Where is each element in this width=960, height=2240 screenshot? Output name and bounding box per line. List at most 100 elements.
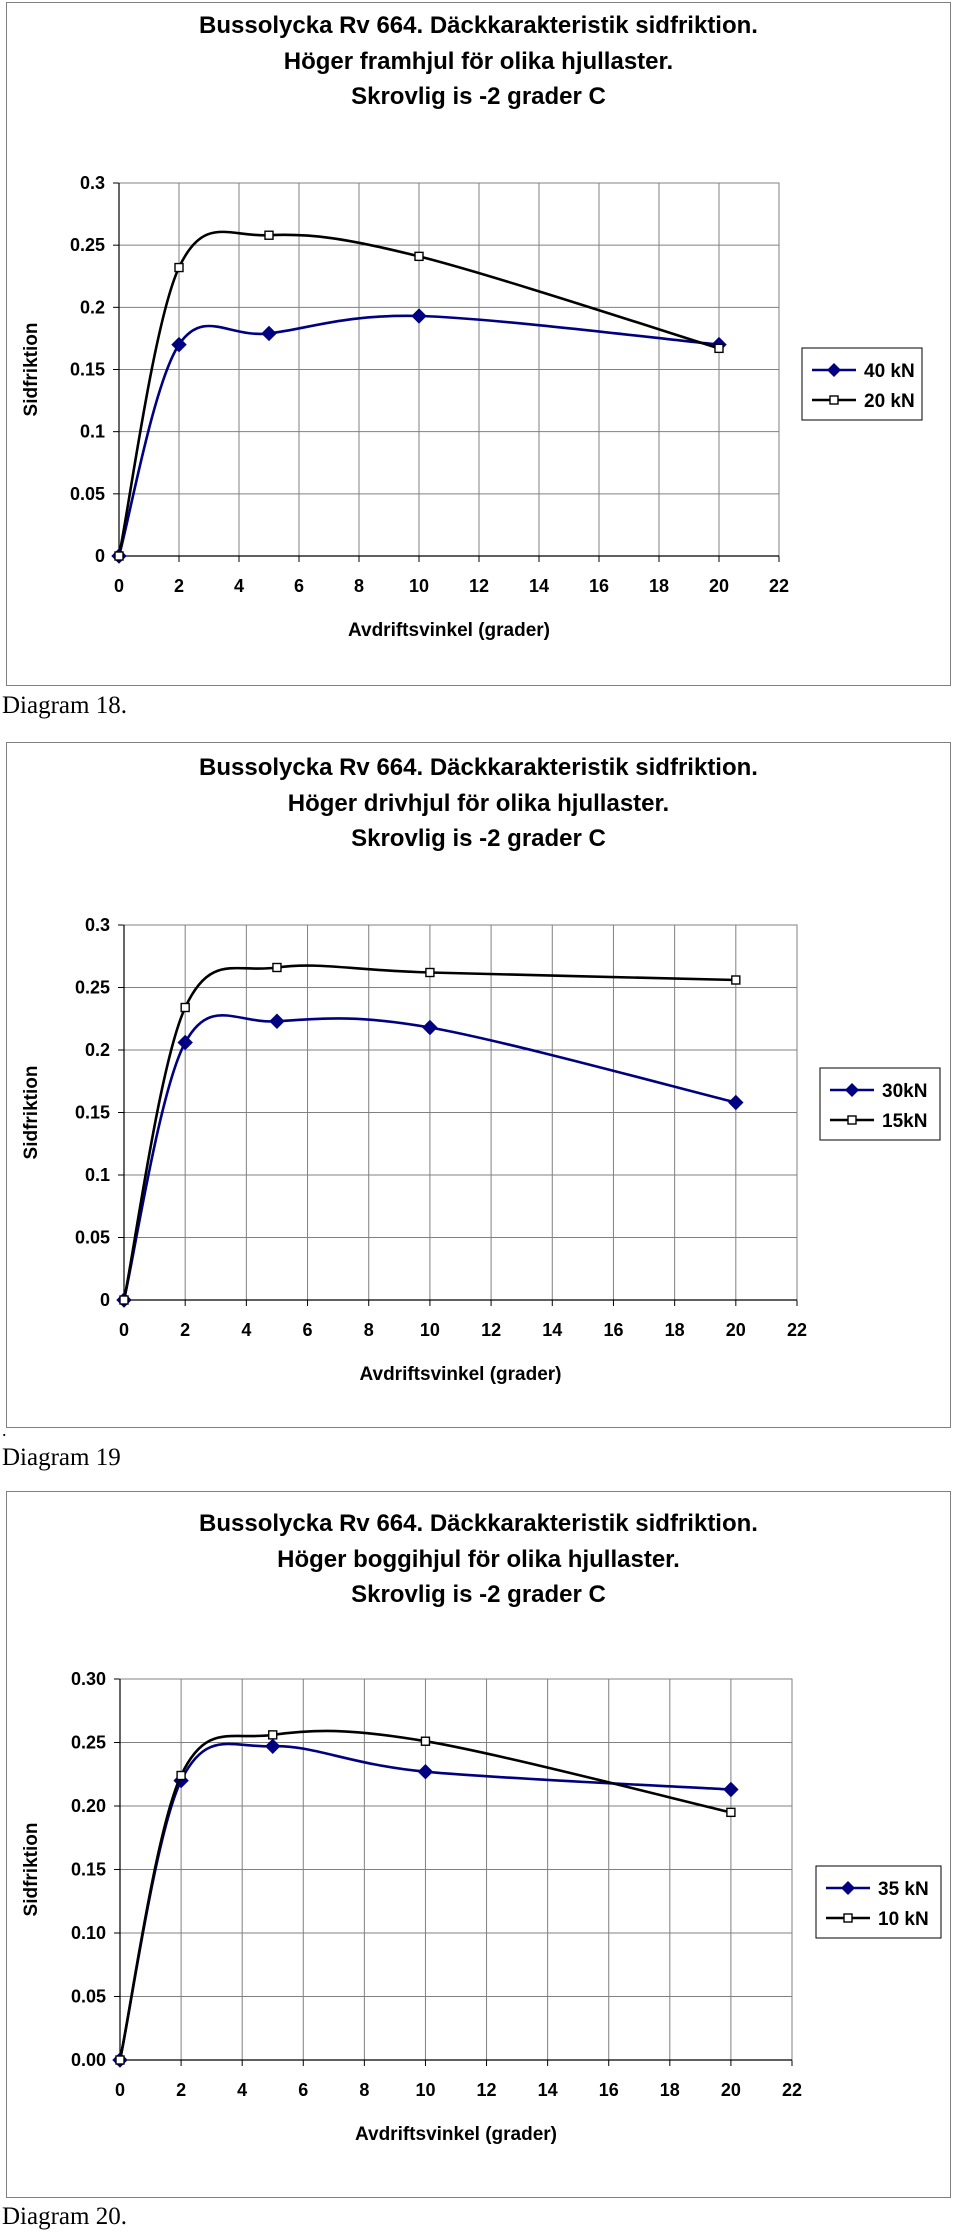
y-tick-label: 0.1 <box>80 422 105 442</box>
x-axis-title: Avdriftsvinkel (grader) <box>348 620 550 641</box>
x-tick-label: 0 <box>114 576 124 596</box>
data-point <box>261 325 277 342</box>
legend: 40 kN 20 kN <box>801 347 923 421</box>
y-tick-label: 0.05 <box>70 484 105 504</box>
data-point <box>726 1807 736 1818</box>
y-tick-label: 0.05 <box>75 1228 110 1248</box>
legend-label: 10 kN <box>878 1909 929 1930</box>
chart-title-line: Höger drivhjul för olika hjullaster. <box>288 790 669 817</box>
data-point <box>174 262 184 273</box>
legend-marker <box>841 1881 855 1895</box>
legend-label: 20 kN <box>864 391 915 412</box>
y-tick-label: 0.3 <box>85 915 110 935</box>
y-tick-label: 0 <box>100 1290 110 1310</box>
y-axis-title: Sidfriktion <box>21 1066 42 1160</box>
x-tick-label: 14 <box>542 1320 562 1340</box>
x-tick-label: 4 <box>237 2080 247 2100</box>
x-tick-label: 2 <box>176 2080 186 2100</box>
chart-frame-2: Bussolycka Rv 664. Däckkarakteristik sid… <box>6 742 951 1428</box>
x-tick-label: 22 <box>769 576 789 596</box>
x-tick-label: 6 <box>298 2080 308 2100</box>
data-point <box>714 343 724 354</box>
chart-3: Bussolycka Rv 664. Däckkarakteristik sid… <box>21 1510 942 2145</box>
data-point <box>422 1019 438 1036</box>
y-tick-label: 0 <box>95 546 105 566</box>
x-tick-label: 20 <box>709 576 729 596</box>
y-axis-title: Sidfriktion <box>21 1823 42 1917</box>
x-axis-title: Avdriftsvinkel (grader) <box>359 1364 561 1385</box>
caption-prefix-mark: . <box>2 1420 7 1440</box>
y-tick-label: 0.25 <box>71 1733 106 1753</box>
chart-title-line: Höger framhjul för olika hjullaster. <box>284 48 673 75</box>
legend-marker <box>829 395 839 405</box>
x-tick-label: 10 <box>409 576 429 596</box>
x-tick-label: 16 <box>589 576 609 596</box>
y-tick-label: 0.10 <box>71 1923 106 1943</box>
y-tick-label: 0.15 <box>75 1103 110 1123</box>
x-tick-label: 0 <box>119 1320 129 1340</box>
x-tick-label: 18 <box>660 2080 680 2100</box>
y-tick-label: 0.25 <box>70 235 105 255</box>
x-tick-label: 6 <box>294 576 304 596</box>
x-tick-label: 18 <box>665 1320 685 1340</box>
data-point <box>176 1770 186 1781</box>
x-tick-label: 0 <box>115 2080 125 2100</box>
legend-box <box>815 1865 942 1939</box>
legend-marker <box>847 1115 857 1125</box>
x-tick-label: 2 <box>180 1320 190 1340</box>
x-tick-label: 22 <box>782 2080 802 2100</box>
legend-box <box>801 347 923 421</box>
chart-title-line: Skrovlig is -2 grader C <box>351 83 606 110</box>
data-point <box>180 1002 190 1013</box>
y-tick-label: 0.1 <box>85 1165 110 1185</box>
series-line-1 <box>117 314 720 557</box>
data-point <box>269 1013 285 1029</box>
chart-title-line: Bussolycka Rv 664. Däckkarakteristik sid… <box>199 754 758 781</box>
x-tick-label: 8 <box>359 2080 369 2100</box>
data-point <box>115 2055 125 2065</box>
chart-title-line: Bussolycka Rv 664. Däckkarakteristik sid… <box>199 12 758 39</box>
data-point <box>420 1736 431 1746</box>
legend-label: 40 kN <box>864 361 915 382</box>
x-tick-label: 20 <box>721 2080 741 2100</box>
chart-title-line: Bussolycka Rv 664. Däckkarakteristik sid… <box>199 1510 758 1537</box>
chart-frame-3: Bussolycka Rv 664. Däckkarakteristik sid… <box>6 1491 951 2198</box>
y-tick-label: 0.25 <box>75 978 110 998</box>
data-point <box>414 251 424 262</box>
chart-1: Bussolycka Rv 664. Däckkarakteristik sid… <box>21 12 923 641</box>
data-point <box>171 336 187 353</box>
x-tick-label: 2 <box>174 576 184 596</box>
y-tick-label: 0.3 <box>80 173 105 193</box>
data-point <box>114 551 124 561</box>
data-point <box>728 1094 744 1111</box>
legend-marker <box>843 1913 853 1923</box>
x-tick-label: 8 <box>354 576 364 596</box>
legend: 30kN 15kN <box>819 1067 941 1141</box>
data-point <box>264 230 274 240</box>
chart-title-line: Höger boggihjul för olika hjullaster. <box>277 1546 680 1573</box>
x-tick-label: 16 <box>603 1320 623 1340</box>
y-tick-label: 0.00 <box>71 2050 106 2070</box>
x-tick-label: 10 <box>415 2080 435 2100</box>
data-point <box>265 1738 281 1755</box>
legend-marker <box>845 1083 859 1097</box>
chart-2: Bussolycka Rv 664. Däckkarakteristik sid… <box>21 754 941 1385</box>
x-tick-label: 14 <box>529 576 549 596</box>
y-tick-label: 0.15 <box>70 360 105 380</box>
chart-title-line: Skrovlig is -2 grader C <box>351 1581 606 1608</box>
x-tick-label: 22 <box>787 1320 807 1340</box>
x-tick-label: 4 <box>241 1320 251 1340</box>
chart-frame-1: Bussolycka Rv 664. Däckkarakteristik sid… <box>6 2 951 686</box>
data-point <box>425 967 435 978</box>
legend: 35 kN 10 kN <box>815 1865 942 1939</box>
x-tick-label: 12 <box>477 2080 497 2100</box>
x-tick-label: 12 <box>469 576 489 596</box>
x-tick-label: 18 <box>649 576 669 596</box>
caption-diagram-19: Diagram 19 <box>2 1444 121 1471</box>
x-tick-label: 16 <box>599 2080 619 2100</box>
y-tick-label: 0.15 <box>71 1860 106 1880</box>
legend-label: 35 kN <box>878 1879 929 1900</box>
data-point <box>411 308 427 324</box>
data-point <box>272 962 282 973</box>
data-point <box>177 1034 193 1051</box>
